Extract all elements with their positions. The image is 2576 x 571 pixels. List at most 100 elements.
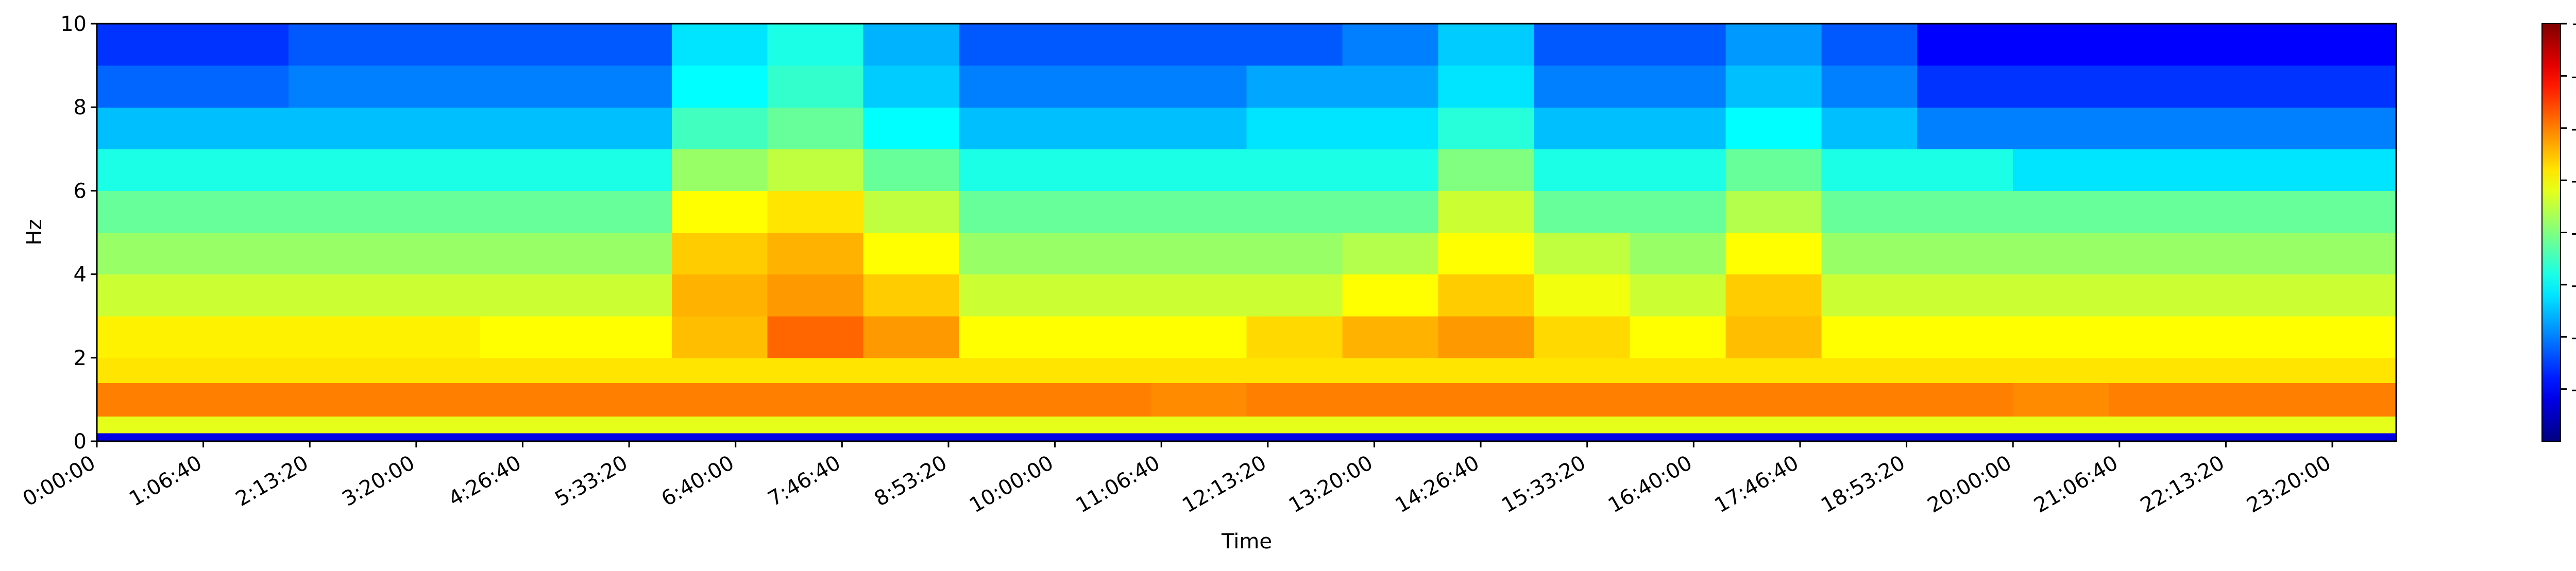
spectrogram-cell [1342, 416, 1439, 434]
spectrogram-cell [97, 65, 193, 108]
spectrogram-cell [2109, 107, 2205, 149]
spectrogram-cell [384, 107, 481, 149]
spectrogram-cell [1821, 316, 1918, 358]
spectrogram-cell [288, 357, 385, 384]
spectrogram-cell [863, 191, 960, 233]
spectrogram-cell [1342, 232, 1439, 275]
spectrogram-cell [2300, 191, 2397, 233]
spectrogram-cell [1725, 24, 1822, 66]
spectrogram-cell [767, 316, 864, 358]
spectrogram-cell [959, 149, 1056, 191]
spectrogram-cell [1725, 65, 1822, 108]
spectrogram-cell [575, 232, 672, 275]
spectrogram-cell [575, 191, 672, 233]
spectrogram-cell [863, 149, 960, 191]
spectrogram-cell [767, 107, 864, 149]
spectrogram-cell [288, 191, 385, 233]
spectrogram-cell [1534, 432, 1630, 442]
spectrogram-cell [2013, 357, 2109, 384]
spectrogram-cell [2109, 24, 2205, 66]
spectrogram-cell [480, 191, 577, 233]
spectrogram-cell [1821, 24, 1918, 66]
spectrogram-cell [863, 24, 960, 66]
spectrogram-cell [97, 232, 193, 275]
x-tick-label: 4:26:40 [445, 451, 526, 511]
spectrogram-cell [1246, 416, 1343, 434]
spectrogram-cell [1534, 232, 1630, 275]
spectrogram-cell [1534, 65, 1630, 108]
spectrogram-cell [1342, 191, 1439, 233]
spectrogram-cell [1534, 274, 1630, 317]
spectrogram-cell [575, 149, 672, 191]
spectrogram-cell [384, 416, 481, 434]
spectrogram-cell [1246, 149, 1343, 191]
spectrogram-cell [1725, 232, 1822, 275]
spectrogram-cell [1630, 65, 1726, 108]
x-tick-label: 15:33:20 [1498, 451, 1590, 518]
spectrogram-cell [1150, 416, 1247, 434]
spectrogram-cell [480, 65, 577, 108]
spectrogram-cell [2300, 432, 2397, 442]
spectrogram-cell [97, 416, 193, 434]
spectrogram-cell [1246, 232, 1343, 275]
colorbar-tick-label: +0 dB [2571, 12, 2576, 36]
spectrogram-cell [1342, 149, 1439, 191]
spectrogram-cell [1725, 107, 1822, 149]
y-axis-label: Hz [23, 219, 46, 245]
spectrogram-cell [288, 24, 385, 66]
spectrogram-cell [671, 149, 768, 191]
spectrogram-cell [1534, 149, 1630, 191]
x-tick-label: 13:20:00 [1285, 451, 1377, 518]
spectrogram-cell [384, 24, 481, 66]
spectrogram-cell [2109, 232, 2205, 275]
spectrogram-cell [1438, 357, 1534, 384]
spectrogram-cell [2013, 65, 2109, 108]
spectrogram-cell [2300, 107, 2397, 149]
x-axis-label: Time [1221, 530, 1272, 553]
spectrogram-cell [2109, 383, 2205, 417]
spectrogram-cell [288, 65, 385, 108]
x-tick-label: 12:13:20 [1178, 451, 1270, 518]
spectrogram-cell [671, 383, 768, 417]
spectrogram-cell [2205, 316, 2301, 358]
spectrogram-cell [959, 383, 1056, 417]
spectrogram-cell [2205, 383, 2301, 417]
spectrogram-cell [2205, 357, 2301, 384]
spectrogram-cell [384, 357, 481, 384]
spectrogram-cell [192, 65, 289, 108]
x-tick-label: 17:46:40 [1710, 451, 1803, 518]
spectrogram-cell [384, 274, 481, 317]
spectrogram-cell [1246, 357, 1343, 384]
x-tick-label: 20:00:00 [1924, 451, 2016, 518]
spectrogram-cell [1630, 357, 1726, 384]
spectrogram-cell [1246, 191, 1343, 233]
spectrogram-cell [1534, 107, 1630, 149]
y-tick-label: 10 [60, 12, 87, 36]
spectrogram-cell [1246, 107, 1343, 149]
spectrogram-cell [1821, 65, 1918, 108]
spectrogram-cell [97, 432, 193, 442]
spectrogram-cell [1534, 357, 1630, 384]
spectrogram-cell [1150, 191, 1247, 233]
x-tick-label: 22:13:20 [2137, 451, 2229, 518]
spectrogram-cell [959, 274, 1056, 317]
spectrogram-cell [767, 357, 864, 384]
spectrogram-cell [2205, 232, 2301, 275]
x-tick-label: 23:20:00 [2243, 451, 2335, 518]
spectrogram-cell [97, 274, 193, 317]
spectrogram-cell [480, 107, 577, 149]
spectrogram-cell [2013, 149, 2109, 191]
spectrogram-cell [1150, 149, 1247, 191]
spectrogram-cell [1821, 149, 1918, 191]
spectrogram-cell [1725, 416, 1822, 434]
spectrogram-cell [2109, 191, 2205, 233]
spectrogram-cell [1055, 357, 1151, 384]
spectrogram-cell [1630, 316, 1726, 358]
spectrogram-cell [1055, 65, 1151, 108]
spectrogram-cell [2300, 316, 2397, 358]
spectrogram-cell [2013, 383, 2109, 417]
spectrogram-cell [2205, 191, 2301, 233]
spectrogram-cell [1630, 24, 1726, 66]
spectrogram-cell [2205, 149, 2301, 191]
y-tick-label: 0 [74, 430, 87, 454]
